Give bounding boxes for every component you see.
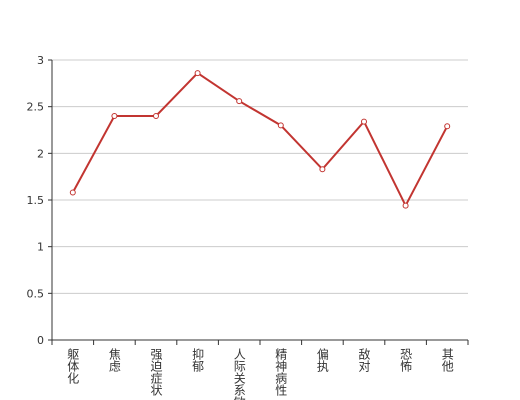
y-tick-label: 1 (37, 241, 44, 254)
point (111, 113, 118, 119)
point (361, 118, 367, 125)
point (69, 189, 76, 196)
point (277, 122, 284, 129)
point (236, 98, 243, 105)
x-tick-label: 强迫症状 (149, 348, 163, 396)
x-tick-label: 偏执 (315, 347, 329, 373)
point (194, 70, 201, 77)
x-tick-label: 敌对 (357, 347, 371, 372)
point (444, 123, 451, 130)
y-tick-label: 1.5 (27, 194, 45, 207)
x-tick-label: 其他 (440, 348, 454, 372)
y-tick-label: 3 (37, 54, 44, 67)
y-tick-label: 0 (37, 334, 44, 347)
y-tick-label: 0.5 (27, 287, 45, 300)
point (319, 166, 326, 173)
point (402, 202, 409, 209)
x-tick-label: 躯体化 (66, 347, 80, 385)
y-tick-label: 2.5 (27, 101, 45, 114)
point (153, 113, 159, 119)
y-tick-label: 2 (37, 147, 44, 160)
line (71, 71, 449, 208)
x-tick-label: 抑郁 (191, 347, 205, 373)
x-tick-label: 精神病性 (274, 348, 288, 397)
x-tick-label: 人际关系敏感 (232, 348, 246, 400)
x-tick-label: 恐怖 (399, 348, 413, 372)
x-tick-label: 焦虑 (107, 348, 121, 372)
